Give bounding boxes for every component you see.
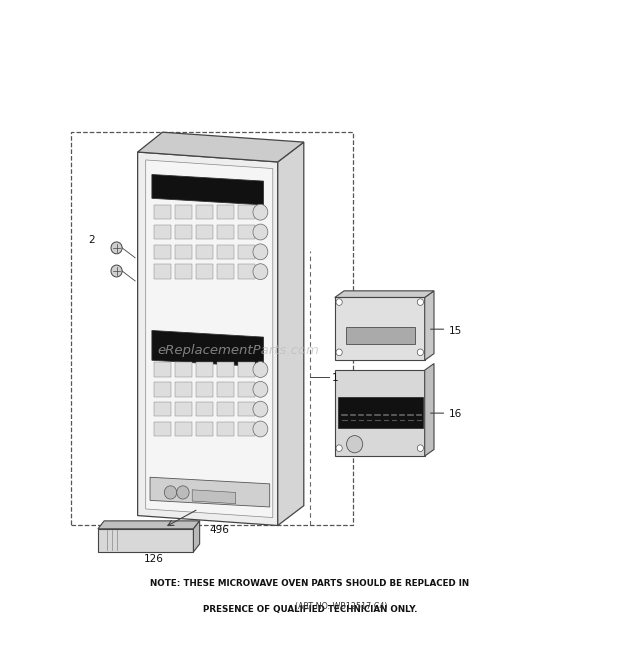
Polygon shape (175, 402, 192, 416)
Text: 16: 16 (449, 409, 462, 420)
Polygon shape (238, 402, 255, 416)
Polygon shape (217, 362, 234, 377)
Circle shape (336, 299, 342, 305)
Circle shape (336, 445, 342, 451)
Text: 1: 1 (332, 373, 339, 383)
Text: eReplacementParts.com: eReplacementParts.com (157, 344, 320, 357)
Polygon shape (175, 225, 192, 239)
Circle shape (417, 445, 423, 451)
Polygon shape (146, 160, 273, 518)
Text: 15: 15 (449, 325, 462, 336)
Polygon shape (154, 205, 171, 219)
Circle shape (253, 362, 268, 377)
Polygon shape (150, 477, 270, 507)
Text: 126: 126 (144, 553, 164, 564)
Polygon shape (138, 152, 278, 525)
Text: PRESENCE OF QUALIFIED TECHNICIAN ONLY.: PRESENCE OF QUALIFIED TECHNICIAN ONLY. (203, 605, 417, 614)
Polygon shape (154, 264, 171, 279)
Polygon shape (217, 205, 234, 219)
Circle shape (253, 244, 268, 260)
Text: 2: 2 (88, 235, 94, 245)
Polygon shape (238, 264, 255, 279)
Circle shape (111, 265, 122, 277)
Polygon shape (196, 225, 213, 239)
Polygon shape (346, 327, 415, 344)
Polygon shape (154, 245, 171, 259)
Polygon shape (238, 382, 255, 397)
Circle shape (253, 264, 268, 280)
Polygon shape (175, 245, 192, 259)
Polygon shape (217, 225, 234, 239)
Polygon shape (217, 264, 234, 279)
Polygon shape (425, 364, 434, 456)
Polygon shape (98, 521, 200, 529)
Polygon shape (154, 225, 171, 239)
Polygon shape (196, 422, 213, 436)
Polygon shape (154, 382, 171, 397)
Circle shape (253, 224, 268, 240)
Polygon shape (217, 382, 234, 397)
Polygon shape (154, 402, 171, 416)
Polygon shape (238, 205, 255, 219)
Polygon shape (175, 382, 192, 397)
Text: NOTE: THESE MICROWAVE OVEN PARTS SHOULD BE REPLACED IN: NOTE: THESE MICROWAVE OVEN PARTS SHOULD … (151, 578, 469, 588)
Polygon shape (175, 264, 192, 279)
Polygon shape (335, 297, 425, 360)
Polygon shape (196, 245, 213, 259)
Circle shape (177, 486, 189, 499)
Polygon shape (152, 330, 264, 367)
Polygon shape (425, 291, 434, 360)
Polygon shape (152, 175, 264, 205)
Polygon shape (335, 370, 425, 456)
Polygon shape (238, 362, 255, 377)
Circle shape (417, 349, 423, 356)
Polygon shape (154, 422, 171, 436)
Polygon shape (196, 382, 213, 397)
Polygon shape (217, 422, 234, 436)
Circle shape (253, 381, 268, 397)
Text: (ART NO. WB12517 C4): (ART NO. WB12517 C4) (294, 602, 388, 611)
Polygon shape (138, 132, 304, 162)
Polygon shape (338, 397, 423, 428)
Polygon shape (192, 490, 236, 504)
Circle shape (347, 436, 363, 453)
Polygon shape (154, 362, 171, 377)
Polygon shape (217, 245, 234, 259)
Polygon shape (238, 245, 255, 259)
Text: 496: 496 (210, 525, 229, 535)
Circle shape (253, 421, 268, 437)
Polygon shape (278, 142, 304, 525)
Polygon shape (175, 422, 192, 436)
Circle shape (253, 401, 268, 417)
Polygon shape (196, 264, 213, 279)
Circle shape (253, 204, 268, 220)
Polygon shape (98, 529, 193, 552)
Polygon shape (238, 225, 255, 239)
Polygon shape (196, 205, 213, 219)
Circle shape (336, 349, 342, 356)
Circle shape (417, 299, 423, 305)
Polygon shape (175, 362, 192, 377)
Polygon shape (335, 291, 434, 297)
Polygon shape (196, 362, 213, 377)
Circle shape (111, 242, 122, 254)
Polygon shape (217, 402, 234, 416)
Polygon shape (238, 422, 255, 436)
Polygon shape (175, 205, 192, 219)
Polygon shape (196, 402, 213, 416)
Polygon shape (193, 521, 200, 552)
Circle shape (164, 486, 177, 499)
